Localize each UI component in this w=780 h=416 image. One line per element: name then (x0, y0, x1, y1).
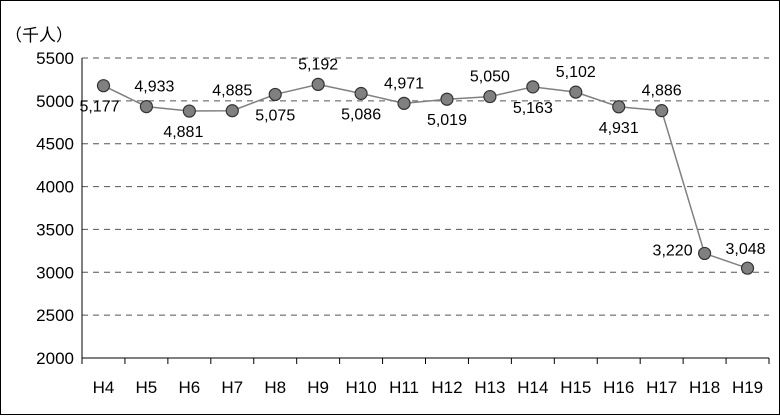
x-tick-label: H10 (346, 378, 377, 397)
y-tick-label: 4500 (36, 135, 74, 154)
data-point (354, 86, 368, 101)
data-point (440, 92, 454, 106)
data-label: 5,050 (470, 69, 510, 86)
data-point (182, 104, 196, 118)
x-tick-label: H18 (689, 378, 720, 397)
x-tick-label: H9 (307, 378, 329, 397)
x-tick-label: H17 (646, 378, 677, 397)
data-label: 5,177 (79, 99, 119, 116)
x-tick-label: H4 (93, 378, 115, 397)
y-tick-label: 2500 (36, 306, 74, 325)
x-tick-label: H13 (474, 378, 505, 397)
x-tick-label: H19 (732, 378, 763, 397)
data-label: 3,220 (653, 242, 693, 259)
data-point (740, 261, 755, 275)
data-point (483, 89, 497, 104)
data-point (612, 100, 626, 114)
x-tick-label: H15 (560, 378, 591, 397)
y-tick-label: 3000 (36, 263, 74, 282)
y-tick-label: 3500 (36, 220, 74, 239)
y-tick-label: 5500 (36, 49, 74, 68)
data-label: 4,933 (134, 79, 174, 96)
data-label: 3,048 (726, 241, 766, 258)
data-point (526, 80, 540, 94)
x-tick-label: H8 (264, 378, 286, 397)
x-tick-label: H5 (136, 378, 158, 397)
x-tick-label: H11 (389, 378, 419, 397)
data-point (397, 96, 411, 110)
x-tick-label: H6 (178, 378, 200, 397)
x-tick-label: H7 (221, 378, 243, 397)
data-point (225, 104, 239, 118)
data-label: 5,019 (427, 112, 467, 129)
data-label: 5,102 (556, 64, 596, 81)
data-label: 5,163 (513, 100, 553, 117)
data-point (139, 99, 154, 114)
data-label: 5,086 (341, 106, 381, 123)
y-tick-label: 4000 (36, 178, 74, 197)
series-line (103, 83, 748, 269)
x-tick-label: H14 (517, 378, 548, 397)
data-point (311, 77, 325, 92)
unit-label: （千人） (5, 26, 73, 46)
data-point (569, 85, 583, 99)
data-point (96, 79, 111, 93)
data-label: 5,075 (255, 107, 295, 124)
data-point (268, 87, 282, 102)
data-point (697, 246, 712, 261)
data-label: 4,885 (212, 83, 252, 100)
data-label: 4,886 (642, 83, 682, 100)
data-label: 5,192 (298, 56, 338, 73)
y-tick-label: 5000 (36, 92, 74, 111)
data-label: 4,931 (599, 120, 639, 137)
y-tick-label: 2000 (36, 349, 74, 368)
x-tick-label: H16 (603, 378, 634, 397)
data-label: 4,881 (163, 124, 203, 141)
data-point (655, 104, 669, 118)
data-label: 4,971 (384, 75, 424, 92)
x-tick-label: H12 (431, 378, 462, 397)
